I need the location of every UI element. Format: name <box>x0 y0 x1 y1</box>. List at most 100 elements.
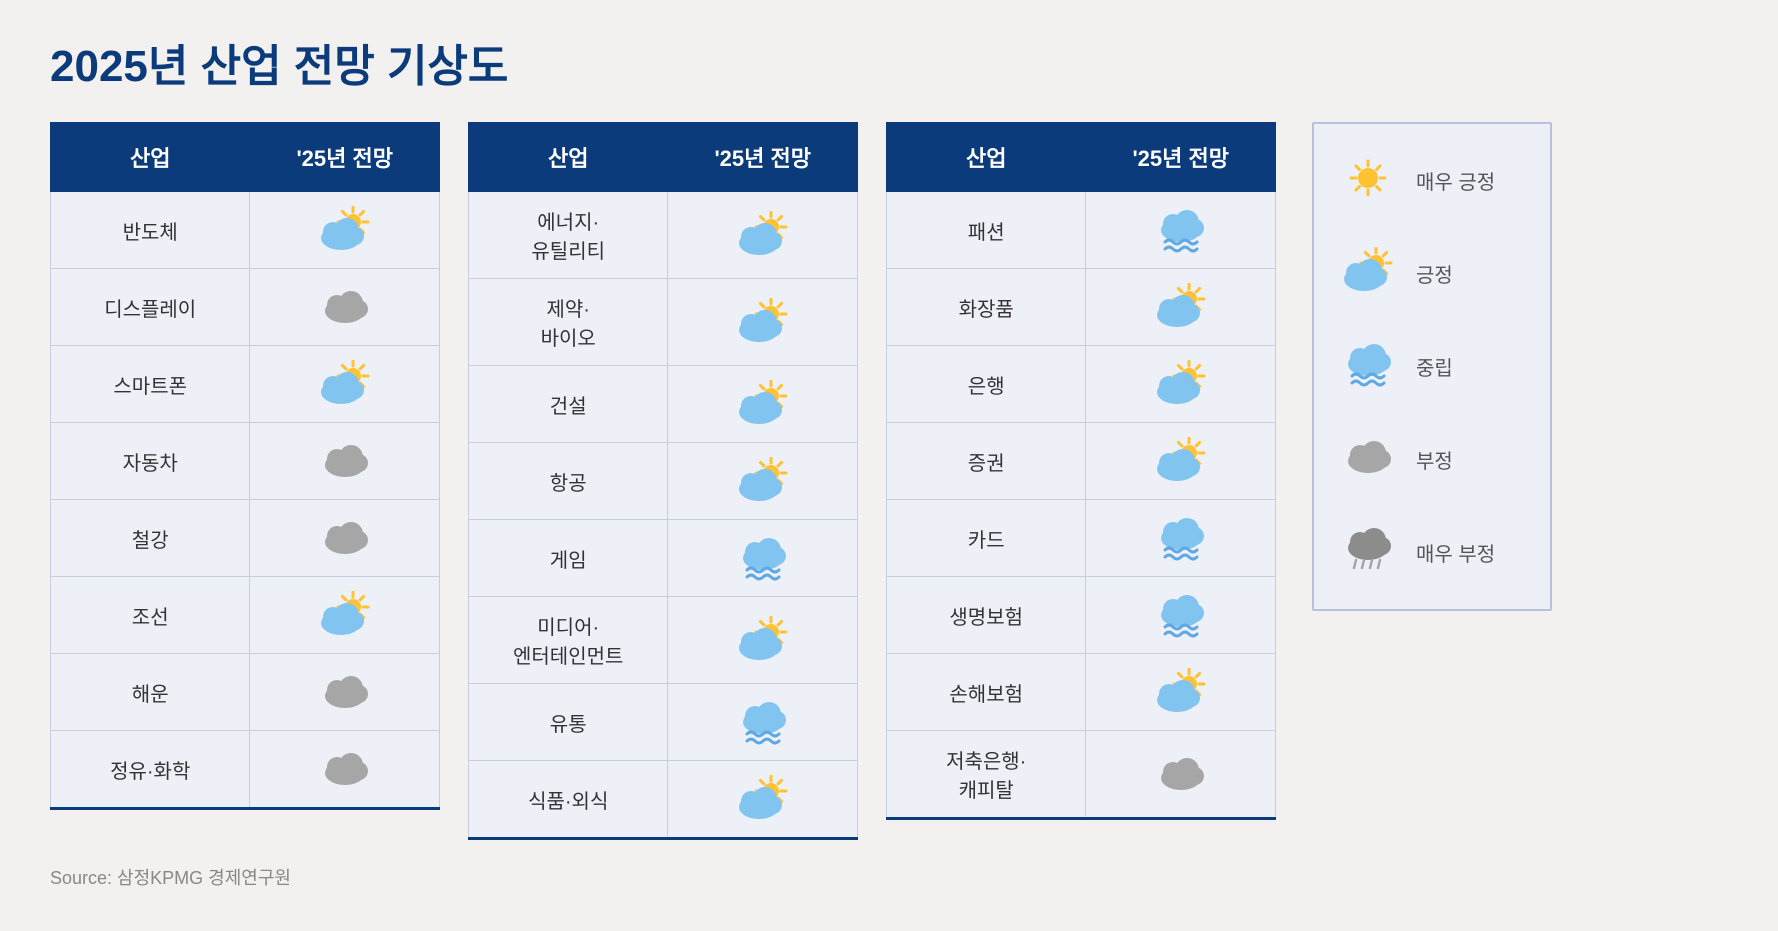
weather-positive-icon <box>668 597 858 684</box>
industry-label: 디스플레이 <box>51 269 250 346</box>
industry-table-2: 산업 '25년 전망 에너지· 유틸리티 제약· 바이오 건설 항공 게임 미디… <box>468 122 858 840</box>
weather-negative-icon <box>250 654 440 731</box>
weather-positive-icon <box>250 577 440 654</box>
weather-positive-icon <box>1086 269 1276 346</box>
legend-item: 매우 긍정 <box>1338 154 1526 207</box>
table-body: 패션 화장품 은행 증권 카드 생명보험 손해보험 <box>887 192 1276 819</box>
weather-positive-icon <box>668 366 858 443</box>
table-row: 철강 <box>51 500 440 577</box>
industry-label: 증권 <box>887 423 1086 500</box>
col-industry-header: 산업 <box>469 123 668 192</box>
weather-positive-icon <box>668 192 858 279</box>
industry-label: 카드 <box>887 500 1086 577</box>
weather-very_positive-icon <box>1338 154 1398 207</box>
table-row: 식품·외식 <box>469 761 858 839</box>
industry-label: 반도체 <box>51 192 250 269</box>
industry-table-3: 산업 '25년 전망 패션 화장품 은행 증권 카드 생명보험 <box>886 122 1276 820</box>
weather-very_negative-icon <box>1338 526 1398 579</box>
weather-positive-icon <box>1086 346 1276 423</box>
table-row: 정유·화학 <box>51 731 440 809</box>
col-industry-header: 산업 <box>887 123 1086 192</box>
industry-label: 은행 <box>887 346 1086 423</box>
col-industry-header: 산업 <box>51 123 250 192</box>
industry-label: 스마트폰 <box>51 346 250 423</box>
industry-label: 손해보험 <box>887 654 1086 731</box>
legend-item: 부정 <box>1338 433 1526 486</box>
industry-label: 제약· 바이오 <box>469 279 668 366</box>
industry-label: 화장품 <box>887 269 1086 346</box>
table-row: 유통 <box>469 684 858 761</box>
weather-negative-icon <box>1338 433 1398 486</box>
page-title: 2025년 산업 전망 기상도 <box>50 30 1728 94</box>
weather-neutral-icon <box>1086 192 1276 269</box>
industry-label: 에너지· 유틸리티 <box>469 192 668 279</box>
table-row: 생명보험 <box>887 577 1276 654</box>
col-outlook-header: '25년 전망 <box>250 123 440 192</box>
weather-negative-icon <box>250 731 440 809</box>
table-row: 해운 <box>51 654 440 731</box>
table-row: 손해보험 <box>887 654 1276 731</box>
weather-neutral-icon <box>1338 340 1398 393</box>
table-row: 증권 <box>887 423 1276 500</box>
table-body: 반도체 디스플레이 스마트폰 자동차 철강 조선 해운 정유·화학 <box>51 192 440 809</box>
legend-label: 중립 <box>1416 352 1453 381</box>
legend-label: 긍정 <box>1416 259 1453 288</box>
industry-label: 자동차 <box>51 423 250 500</box>
legend-item: 중립 <box>1338 340 1526 393</box>
weather-negative-icon <box>250 423 440 500</box>
legend-item: 긍정 <box>1338 247 1526 300</box>
weather-positive-icon <box>250 346 440 423</box>
weather-positive-icon <box>668 761 858 839</box>
weather-positive-icon <box>250 192 440 269</box>
industry-label: 생명보험 <box>887 577 1086 654</box>
table-row: 자동차 <box>51 423 440 500</box>
legend-label: 매우 부정 <box>1416 538 1495 567</box>
col-outlook-header: '25년 전망 <box>668 123 858 192</box>
industry-label: 유통 <box>469 684 668 761</box>
table-row: 은행 <box>887 346 1276 423</box>
legend-label: 매우 긍정 <box>1416 166 1495 195</box>
table-row: 게임 <box>469 520 858 597</box>
weather-neutral-icon <box>668 520 858 597</box>
weather-negative-icon <box>1086 731 1276 819</box>
col-outlook-header: '25년 전망 <box>1086 123 1276 192</box>
table-row: 항공 <box>469 443 858 520</box>
industry-label: 해운 <box>51 654 250 731</box>
industry-label: 저축은행· 캐피탈 <box>887 731 1086 819</box>
weather-positive-icon <box>668 279 858 366</box>
weather-positive-icon <box>668 443 858 520</box>
legend-label: 부정 <box>1416 445 1453 474</box>
content-row: 산업 '25년 전망 반도체 디스플레이 스마트폰 자동차 철강 조선 해운 <box>50 122 1728 840</box>
weather-positive-icon <box>1086 654 1276 731</box>
table-row: 저축은행· 캐피탈 <box>887 731 1276 819</box>
weather-negative-icon <box>250 269 440 346</box>
industry-label: 미디어· 엔터테인먼트 <box>469 597 668 684</box>
legend-item: 매우 부정 <box>1338 526 1526 579</box>
industry-label: 항공 <box>469 443 668 520</box>
industry-label: 게임 <box>469 520 668 597</box>
weather-positive-icon <box>1338 247 1398 300</box>
industry-label: 식품·외식 <box>469 761 668 839</box>
industry-label: 패션 <box>887 192 1086 269</box>
weather-neutral-icon <box>1086 577 1276 654</box>
table-row: 반도체 <box>51 192 440 269</box>
industry-label: 철강 <box>51 500 250 577</box>
table-row: 에너지· 유틸리티 <box>469 192 858 279</box>
weather-negative-icon <box>250 500 440 577</box>
table-row: 스마트폰 <box>51 346 440 423</box>
industry-label: 정유·화학 <box>51 731 250 809</box>
source-label: Source: 삼정KPMG 경제연구원 <box>50 864 1728 890</box>
table-row: 디스플레이 <box>51 269 440 346</box>
industry-table-1: 산업 '25년 전망 반도체 디스플레이 스마트폰 자동차 철강 조선 해운 <box>50 122 440 810</box>
weather-neutral-icon <box>1086 500 1276 577</box>
table-row: 조선 <box>51 577 440 654</box>
industry-label: 조선 <box>51 577 250 654</box>
weather-neutral-icon <box>668 684 858 761</box>
table-row: 제약· 바이오 <box>469 279 858 366</box>
legend-panel: 매우 긍정 긍정 중립 부정 매우 부정 <box>1312 122 1552 611</box>
weather-positive-icon <box>1086 423 1276 500</box>
table-body: 에너지· 유틸리티 제약· 바이오 건설 항공 게임 미디어· 엔터테인먼트 유… <box>469 192 858 839</box>
industry-label: 건설 <box>469 366 668 443</box>
table-row: 카드 <box>887 500 1276 577</box>
table-row: 화장품 <box>887 269 1276 346</box>
